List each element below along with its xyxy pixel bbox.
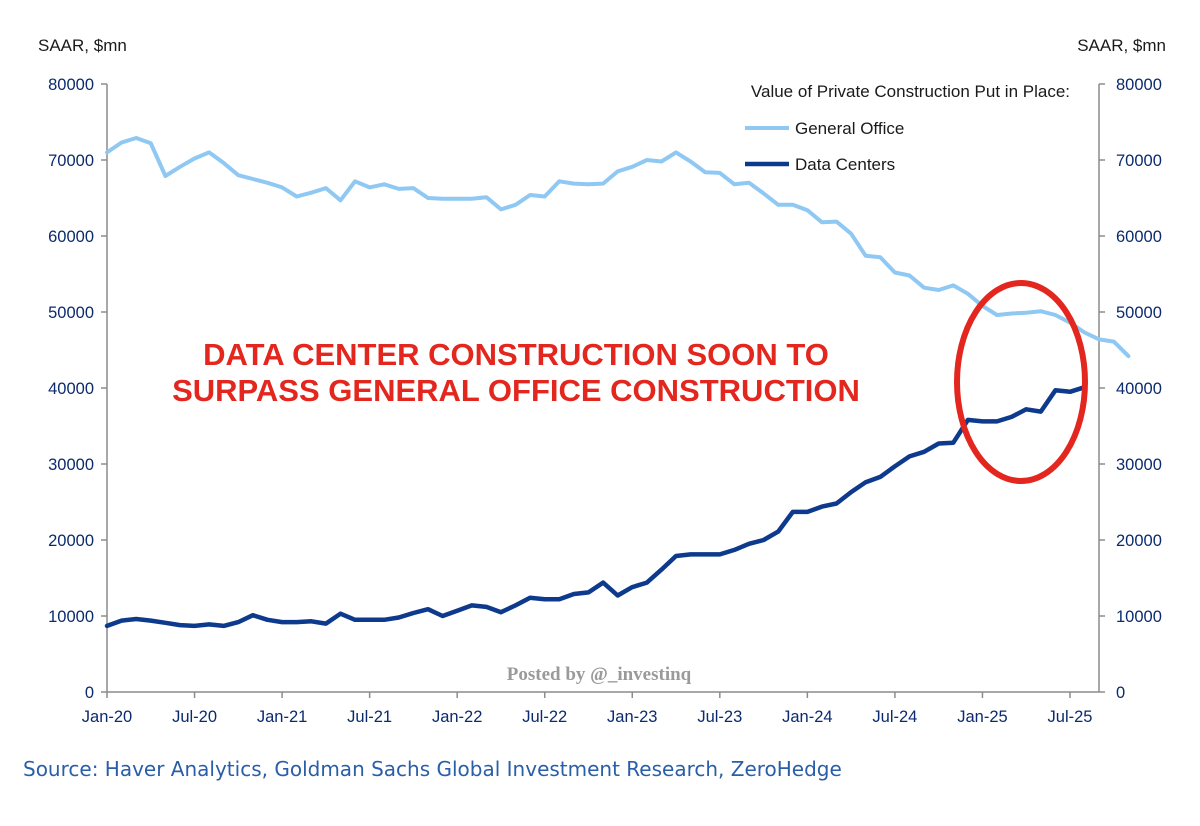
- x-tick-label: Jan-21: [257, 708, 307, 726]
- y-tick-label-right: 0: [1116, 684, 1125, 702]
- x-tick-label: Jan-20: [82, 708, 132, 726]
- x-tick-label: Jul-24: [872, 708, 917, 726]
- series-lines: [104, 136, 1131, 629]
- unit-label-right: SAAR, $mn: [1077, 36, 1166, 55]
- y-tick-label-right: 50000: [1116, 304, 1162, 322]
- general-office-line: [105, 136, 1131, 359]
- legend: Value of Private Construction Put in Pla…: [745, 82, 1070, 174]
- x-tick-label: Jan-24: [782, 708, 832, 726]
- y-tick-label-right: 20000: [1116, 532, 1162, 550]
- y-tick-label-left: 50000: [48, 304, 94, 322]
- y-tick-label-left: 30000: [48, 456, 94, 474]
- unit-label-left: SAAR, $mn: [38, 36, 127, 55]
- x-tick-label: Jul-23: [697, 708, 742, 726]
- y-tick-marks: [101, 83, 1105, 693]
- y-tick-label-left: 40000: [48, 380, 94, 398]
- y-tick-label-right: 40000: [1116, 380, 1162, 398]
- x-tick-label: Jan-23: [607, 708, 657, 726]
- y-tick-label-right: 80000: [1116, 76, 1162, 94]
- legend-label-general-office: General Office: [795, 119, 904, 138]
- x-tick-label: Jul-21: [347, 708, 392, 726]
- x-tick-label: Jul-22: [522, 708, 567, 726]
- data-centers-line: [104, 384, 1087, 629]
- left-tick-labels: 0 10000 20000 30000 40000 50000 60000 70000 8000…: [48, 76, 94, 702]
- y-tick-label-left: 10000: [48, 608, 94, 626]
- highlight-ellipse: [954, 280, 1088, 484]
- x-tick-label: Jul-25: [1048, 708, 1093, 726]
- annotation: DATA CENTER CONSTRUCTION SOON TO SURPASS…: [172, 280, 1088, 484]
- y-tick-label-right: 60000: [1116, 228, 1162, 246]
- annotation-line-1: DATA CENTER CONSTRUCTION SOON TO: [203, 337, 829, 372]
- y-tick-label-left: 80000: [48, 76, 94, 94]
- y-tick-label-left: 20000: [48, 532, 94, 550]
- y-tick-label-left: 0: [85, 684, 94, 702]
- y-tick-label-right: 70000: [1116, 152, 1162, 170]
- annotation-line-2: SURPASS GENERAL OFFICE CONSTRUCTION: [172, 373, 860, 408]
- legend-title: Value of Private Construction Put in Pla…: [751, 82, 1070, 101]
- legend-label-data-centers: Data Centers: [795, 155, 895, 174]
- x-tick-labels: Jan-20 Jul-20 Jan-21 Jul-21 Jan-22 Jul-22 Jan-…: [82, 692, 1093, 726]
- x-tick-label: Jul-20: [172, 708, 217, 726]
- y-tick-label-left: 60000: [48, 228, 94, 246]
- y-tick-label-left: 70000: [48, 152, 94, 170]
- right-tick-labels: 0 10000 20000 30000 40000 50000 60000 70000 8000…: [1116, 76, 1162, 702]
- source-note: Source: Haver Analytics, Goldman Sachs G…: [23, 757, 842, 781]
- x-tick-label: Jan-25: [957, 708, 1007, 726]
- y-tick-label-right: 10000: [1116, 608, 1162, 626]
- watermark: Posted by @_investinq: [507, 664, 692, 685]
- x-tick-label: Jan-22: [432, 708, 482, 726]
- y-tick-label-right: 30000: [1116, 456, 1162, 474]
